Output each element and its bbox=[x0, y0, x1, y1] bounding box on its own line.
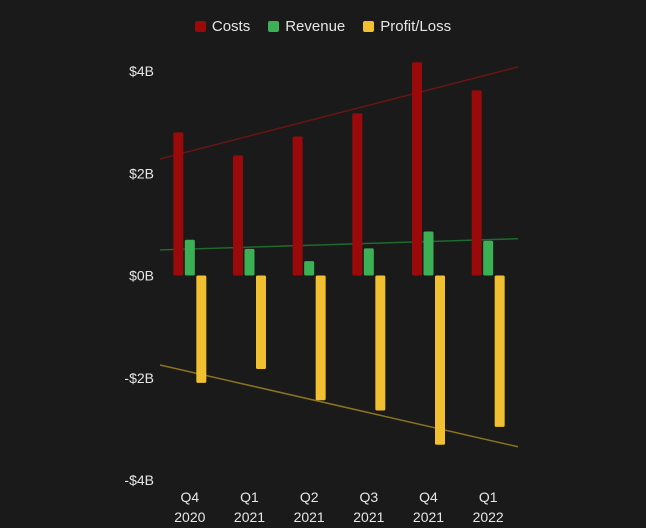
legend-label-profit-loss: Profit/Loss bbox=[380, 18, 452, 35]
y-tick-label-1: $2B bbox=[129, 165, 154, 181]
bar-profit-loss-5 bbox=[494, 275, 505, 427]
legend-item-profit-loss[interactable]: Profit/Loss bbox=[363, 18, 451, 35]
bar-costs-4 bbox=[412, 62, 422, 276]
trendline-revenue bbox=[159, 237, 519, 251]
bar-profit-loss-1 bbox=[256, 275, 266, 370]
trendline-costs bbox=[159, 66, 519, 160]
bar-revenue-0 bbox=[184, 239, 195, 276]
bar-costs-0 bbox=[173, 132, 184, 276]
bar-profit-loss-4 bbox=[435, 275, 445, 445]
x-tick-label-5-0: Q1 bbox=[479, 489, 498, 505]
y-tick-label-3: -$2B bbox=[124, 370, 154, 386]
legend-swatch-profit-loss bbox=[363, 21, 375, 32]
legend-swatch-revenue bbox=[268, 21, 280, 32]
chart-legend: Costs Revenue Profit/Loss bbox=[0, 18, 646, 35]
x-tick-label-0-1: 2020 bbox=[174, 509, 205, 525]
legend-label-revenue: Revenue bbox=[285, 18, 346, 35]
bar-revenue-1 bbox=[244, 248, 255, 276]
y-tick-label-0: $4B bbox=[129, 63, 154, 79]
x-tick-label-5-1: 2022 bbox=[473, 509, 504, 525]
x-tick-label-2-0: Q2 bbox=[300, 489, 319, 505]
bar-costs-5 bbox=[471, 90, 482, 276]
x-tick-label-4-1: 2021 bbox=[413, 509, 444, 525]
bar-costs-3 bbox=[352, 113, 363, 276]
bar-revenue-5 bbox=[483, 240, 494, 276]
y-tick-label-4: -$4B bbox=[124, 472, 154, 488]
bar-profit-loss-2 bbox=[315, 275, 326, 401]
bar-profit-loss-0 bbox=[196, 275, 207, 383]
bar-revenue-2 bbox=[304, 261, 315, 276]
trendline-profit-loss bbox=[159, 364, 519, 448]
legend-item-costs[interactable]: Costs bbox=[194, 18, 251, 35]
x-tick-label-1-1: 2021 bbox=[234, 509, 265, 525]
bar-revenue-4 bbox=[423, 231, 434, 276]
legend-swatch-costs bbox=[194, 21, 206, 32]
x-tick-label-0-0: Q4 bbox=[180, 489, 199, 505]
x-tick-label-3-1: 2021 bbox=[353, 509, 384, 525]
legend-item-revenue[interactable]: Revenue bbox=[268, 18, 345, 35]
bar-costs-2 bbox=[292, 136, 303, 276]
y-tick-label-2: $0B bbox=[129, 268, 154, 284]
bar-revenue-3 bbox=[363, 248, 374, 276]
bar-profit-loss-3 bbox=[375, 275, 386, 411]
x-tick-label-3-0: Q3 bbox=[359, 489, 378, 505]
legend-label-costs: Costs bbox=[211, 18, 251, 35]
x-tick-label-1-0: Q1 bbox=[240, 489, 259, 505]
x-tick-label-4-0: Q4 bbox=[419, 489, 438, 505]
x-tick-label-2-1: 2021 bbox=[294, 509, 325, 525]
bar-costs-1 bbox=[233, 155, 243, 276]
